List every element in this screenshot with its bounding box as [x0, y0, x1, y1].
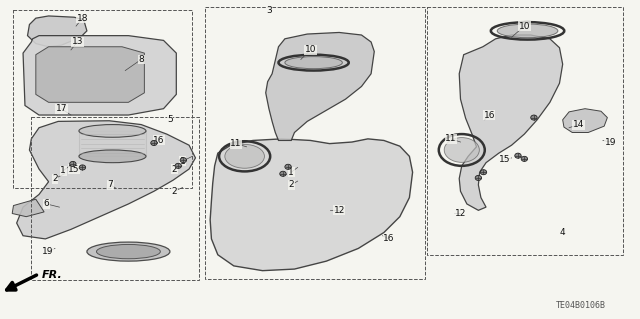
Text: 16: 16 [154, 136, 165, 145]
Ellipse shape [79, 150, 146, 163]
Ellipse shape [79, 165, 86, 170]
Text: 3: 3 [266, 6, 272, 15]
Ellipse shape [521, 156, 527, 161]
Polygon shape [210, 139, 413, 271]
Text: 11: 11 [445, 134, 457, 143]
Ellipse shape [79, 124, 146, 137]
Ellipse shape [475, 175, 481, 181]
Bar [13, 10, 192, 188]
Text: 6: 6 [44, 199, 49, 208]
Text: 17: 17 [56, 104, 67, 113]
Text: 11: 11 [230, 139, 241, 148]
Text: 1: 1 [60, 166, 66, 175]
Ellipse shape [225, 145, 264, 168]
Text: 16: 16 [483, 111, 495, 120]
Text: 19: 19 [605, 137, 616, 146]
Text: 19: 19 [42, 247, 53, 256]
Ellipse shape [280, 171, 286, 176]
Ellipse shape [480, 170, 486, 175]
Ellipse shape [175, 163, 181, 168]
Ellipse shape [515, 153, 521, 158]
Text: 13: 13 [72, 38, 83, 47]
Polygon shape [79, 131, 147, 156]
Ellipse shape [444, 137, 479, 162]
Bar [205, 7, 426, 278]
Text: 5: 5 [167, 115, 173, 124]
Bar [31, 117, 198, 280]
Bar [428, 7, 623, 255]
Text: 2: 2 [52, 174, 58, 183]
Ellipse shape [285, 56, 342, 69]
Text: FR.: FR. [42, 271, 63, 280]
Text: 15: 15 [499, 155, 511, 164]
Ellipse shape [87, 242, 170, 261]
Ellipse shape [97, 244, 161, 259]
Ellipse shape [285, 164, 291, 169]
Polygon shape [23, 36, 176, 115]
Text: 1: 1 [180, 157, 186, 166]
Text: 14: 14 [573, 120, 584, 129]
Text: 18: 18 [77, 14, 88, 23]
Polygon shape [36, 47, 145, 102]
Ellipse shape [151, 140, 157, 145]
Text: 7: 7 [108, 181, 113, 189]
Text: 10: 10 [305, 45, 316, 55]
Ellipse shape [180, 158, 186, 163]
Text: 12: 12 [455, 209, 466, 218]
Ellipse shape [70, 161, 76, 167]
Text: 15: 15 [68, 165, 80, 174]
Ellipse shape [497, 24, 558, 38]
Text: 2: 2 [172, 187, 177, 196]
Polygon shape [460, 35, 563, 210]
Polygon shape [28, 16, 87, 47]
Text: 8: 8 [138, 55, 144, 64]
Text: TE04B0106B: TE04B0106B [556, 301, 606, 310]
Polygon shape [17, 121, 195, 239]
Text: 10: 10 [518, 22, 530, 31]
Text: 16: 16 [383, 234, 395, 243]
Polygon shape [266, 33, 374, 140]
Text: 2: 2 [172, 165, 177, 174]
Ellipse shape [531, 115, 537, 120]
Polygon shape [563, 109, 607, 132]
Polygon shape [12, 199, 44, 217]
Text: 12: 12 [333, 206, 345, 215]
Text: 4: 4 [560, 228, 566, 237]
Text: 1: 1 [289, 168, 294, 177]
Text: 2: 2 [289, 181, 294, 189]
